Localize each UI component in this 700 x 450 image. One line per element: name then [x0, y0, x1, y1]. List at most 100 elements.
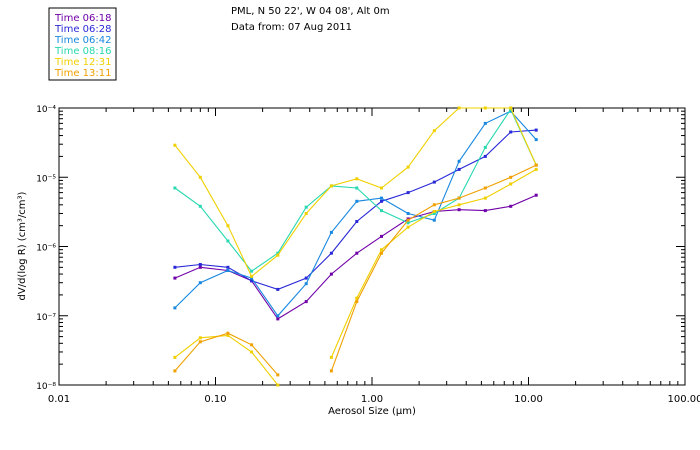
- data-point: [406, 221, 410, 225]
- data-point: [406, 218, 410, 222]
- y-tick-label: 10⁻⁵: [36, 174, 56, 184]
- data-point: [534, 167, 538, 171]
- data-point: [250, 269, 254, 273]
- data-point: [304, 212, 308, 215]
- data-point: [355, 300, 359, 304]
- data-point: [380, 251, 383, 255]
- data-point: [509, 204, 513, 208]
- data-point: [173, 306, 177, 310]
- data-point: [276, 317, 280, 321]
- data-point: [355, 177, 359, 181]
- data-point: [483, 145, 487, 149]
- data-point: [276, 251, 280, 255]
- data-point: [534, 163, 538, 167]
- data-point: [483, 106, 487, 110]
- data-point: [173, 265, 177, 269]
- series-line-2: [174, 110, 537, 317]
- data-point: [483, 121, 487, 125]
- data-point: [198, 340, 202, 344]
- data-point: [198, 263, 202, 266]
- data-point: [276, 253, 280, 257]
- series-layer: [173, 106, 538, 387]
- chart-title: PML, N 50 22', W 04 08', Alt 0m: [231, 6, 390, 17]
- y-tick-label: 10⁻⁶: [36, 244, 56, 254]
- chart-subtitle: Data from: 07 Aug 2011: [231, 22, 352, 33]
- legend-entry-1231: Time 12:31: [54, 57, 111, 68]
- legend-entry-1311: Time 13:11: [54, 68, 111, 79]
- data-point: [198, 175, 202, 179]
- data-point: [509, 130, 513, 134]
- data-point: [304, 205, 308, 209]
- data-point: [380, 234, 383, 238]
- data-point: [432, 210, 436, 213]
- data-point: [329, 230, 333, 234]
- data-point: [509, 109, 513, 113]
- data-point: [173, 369, 177, 373]
- data-point: [173, 186, 177, 190]
- x-tick-label: 1.00: [361, 394, 383, 405]
- data-point: [457, 203, 461, 207]
- data-point: [483, 209, 487, 213]
- data-point: [198, 336, 202, 340]
- data-point: [406, 165, 410, 169]
- data-point: [406, 212, 410, 215]
- series-line-7: [174, 332, 279, 376]
- data-point: [534, 193, 538, 197]
- data-point: [355, 220, 359, 223]
- y-tick-label: 10⁻⁷: [36, 313, 56, 323]
- data-point: [457, 106, 461, 110]
- data-point: [173, 143, 177, 147]
- data-point: [329, 184, 333, 188]
- data-point: [457, 208, 461, 212]
- data-point: [483, 186, 487, 190]
- series-line-5: [174, 334, 279, 386]
- data-point: [483, 196, 487, 200]
- x-axis: 0.01 0.10 1.00 10.00 100.00: [48, 108, 700, 405]
- data-point: [509, 182, 513, 186]
- series-line-3: [174, 108, 537, 272]
- legend-entry-0628: Time 06:28: [54, 24, 111, 35]
- data-point: [304, 276, 308, 280]
- y-axis: 10⁻⁸ 10⁻⁷ 10⁻⁶ 10⁻⁵ 10⁻⁴: [36, 105, 685, 392]
- y-axis-label: dV/d(log R) (cm³/cm³): [17, 191, 28, 300]
- data-point: [355, 186, 359, 190]
- data-point: [432, 129, 436, 133]
- series-line-4: [174, 107, 537, 278]
- data-point: [509, 106, 513, 110]
- x-tick-label: 10.00: [514, 394, 543, 405]
- y-tick-label: 10⁻⁴: [36, 105, 56, 115]
- data-point: [457, 196, 461, 200]
- data-point: [226, 239, 230, 243]
- legend-entry-0642: Time 06:42: [54, 35, 111, 46]
- data-point: [534, 138, 538, 142]
- data-point: [250, 343, 254, 347]
- data-point: [406, 225, 410, 229]
- data-point: [173, 276, 177, 280]
- x-axis-label: Aerosol Size (μm): [328, 406, 416, 417]
- plot-area: [58, 107, 686, 386]
- data-point: [329, 251, 333, 255]
- data-point: [226, 333, 230, 337]
- data-point: [304, 282, 308, 286]
- data-point: [380, 248, 383, 252]
- legend: Time 06:18 Time 06:28 Time 06:42 Time 08…: [48, 7, 117, 81]
- data-point: [355, 199, 359, 203]
- data-point: [534, 128, 538, 132]
- legend-entry-0816: Time 08:16: [54, 46, 111, 57]
- data-point: [457, 167, 461, 171]
- data-point: [329, 272, 333, 276]
- data-point: [250, 350, 254, 354]
- data-point: [304, 300, 308, 304]
- data-point: [226, 269, 230, 272]
- data-point: [380, 199, 383, 203]
- data-point: [198, 265, 202, 269]
- legend-entry-0618: Time 06:18: [54, 13, 111, 24]
- data-point: [355, 296, 359, 300]
- data-point: [509, 175, 513, 179]
- data-point: [226, 331, 230, 335]
- x-tick-label: 0.10: [204, 394, 226, 405]
- data-point: [250, 279, 254, 283]
- data-point: [406, 191, 410, 195]
- data-point: [380, 186, 383, 190]
